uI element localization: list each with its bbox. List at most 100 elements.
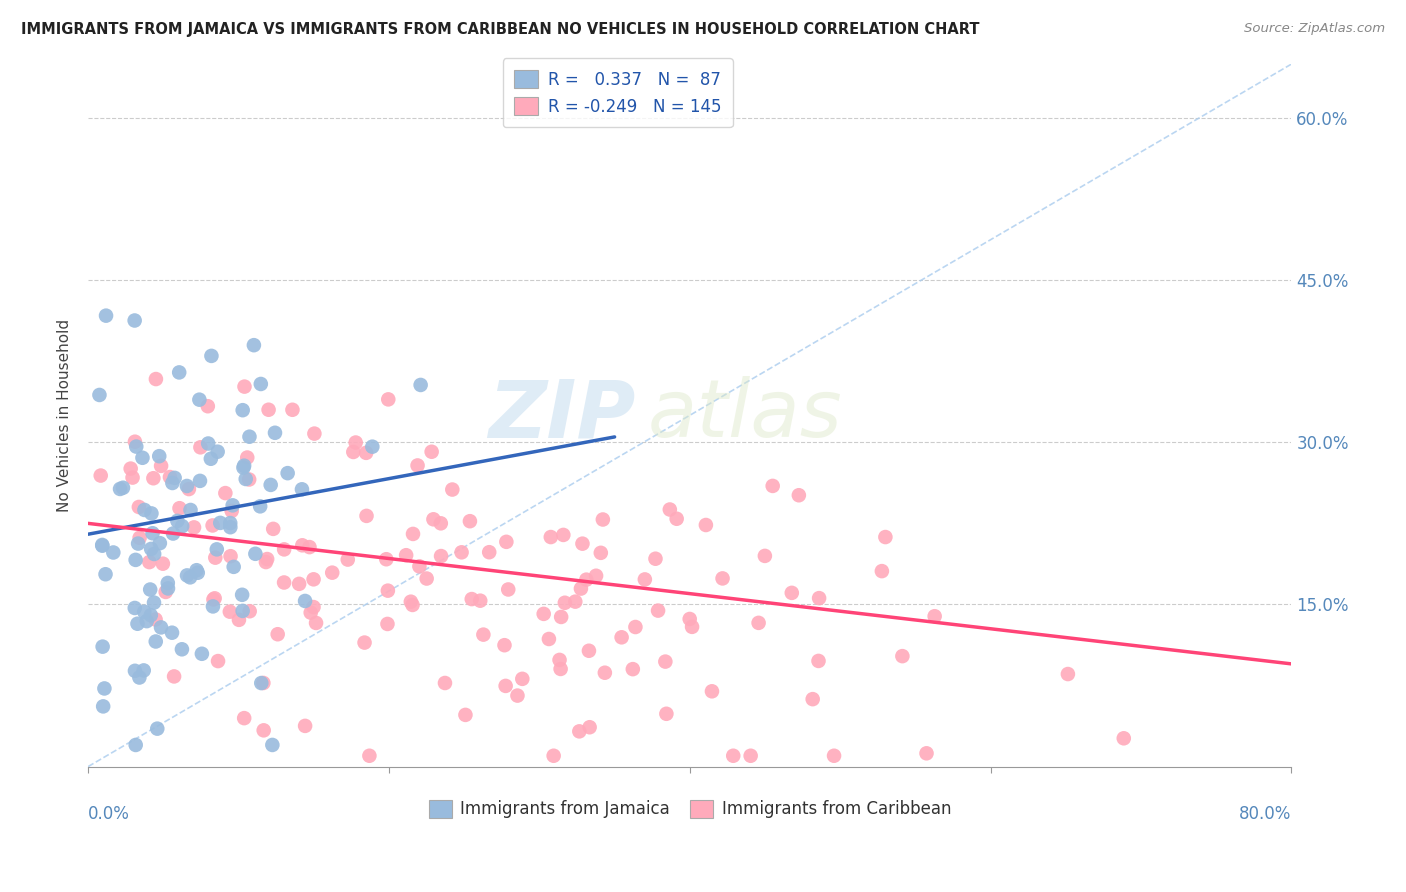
Point bbox=[134, 605, 156, 619]
Point bbox=[273, 575, 295, 590]
Text: 80.0%: 80.0% bbox=[1239, 805, 1292, 823]
Point bbox=[548, 653, 571, 667]
Point bbox=[304, 426, 326, 441]
Point bbox=[162, 475, 184, 490]
Point bbox=[239, 604, 262, 618]
Point bbox=[723, 748, 745, 763]
Point bbox=[495, 534, 517, 549]
Point bbox=[142, 526, 165, 541]
Point bbox=[124, 434, 146, 449]
Point bbox=[218, 605, 240, 619]
Point bbox=[537, 632, 560, 646]
Point bbox=[177, 482, 200, 496]
Point bbox=[204, 550, 226, 565]
Point bbox=[152, 557, 174, 571]
Point bbox=[621, 662, 644, 676]
Point bbox=[128, 671, 150, 685]
Point bbox=[399, 595, 422, 609]
Point bbox=[148, 449, 170, 463]
Point bbox=[267, 627, 290, 641]
Point bbox=[245, 547, 267, 561]
Point bbox=[221, 504, 243, 518]
Point bbox=[302, 572, 325, 586]
Point bbox=[870, 564, 893, 578]
Point bbox=[748, 615, 770, 630]
Point bbox=[134, 503, 156, 517]
Point bbox=[593, 665, 616, 680]
Point bbox=[533, 607, 555, 621]
Point bbox=[125, 738, 148, 752]
Point bbox=[120, 461, 142, 475]
Point bbox=[180, 503, 202, 517]
Point bbox=[354, 446, 377, 460]
Point bbox=[510, 672, 533, 686]
Point bbox=[187, 566, 209, 580]
Point bbox=[190, 440, 212, 454]
Point bbox=[575, 573, 598, 587]
Point bbox=[294, 594, 316, 608]
Point bbox=[356, 508, 378, 523]
Point bbox=[197, 399, 219, 413]
Point bbox=[375, 552, 398, 566]
Point bbox=[787, 488, 810, 502]
Point bbox=[159, 470, 181, 484]
Point bbox=[232, 604, 254, 618]
Point bbox=[780, 586, 803, 600]
Point bbox=[235, 472, 257, 486]
Point bbox=[321, 566, 343, 580]
Point bbox=[550, 610, 572, 624]
Point bbox=[179, 570, 201, 584]
Point bbox=[430, 516, 453, 531]
Y-axis label: No Vehicles in Household: No Vehicles in Household bbox=[58, 318, 72, 512]
Point bbox=[232, 460, 254, 475]
Point bbox=[233, 711, 256, 725]
Point bbox=[273, 542, 295, 557]
Point bbox=[430, 549, 453, 563]
Point bbox=[564, 594, 586, 608]
Point bbox=[543, 748, 565, 763]
Point bbox=[401, 598, 423, 612]
Point bbox=[409, 378, 432, 392]
Point bbox=[377, 616, 399, 631]
Point bbox=[167, 366, 190, 380]
Point bbox=[458, 514, 481, 528]
Point bbox=[478, 545, 501, 559]
Point bbox=[243, 338, 266, 352]
Point bbox=[288, 577, 311, 591]
Point bbox=[422, 512, 444, 526]
Point bbox=[209, 516, 232, 530]
Point bbox=[91, 539, 114, 553]
Point bbox=[91, 538, 114, 552]
Point bbox=[176, 568, 198, 582]
Point bbox=[1057, 667, 1080, 681]
Point bbox=[145, 372, 167, 386]
Point bbox=[496, 582, 519, 597]
Point bbox=[578, 720, 600, 734]
Point bbox=[377, 583, 399, 598]
Point bbox=[634, 573, 657, 587]
Point bbox=[169, 501, 191, 516]
Point bbox=[207, 654, 229, 668]
Point bbox=[249, 500, 271, 514]
Point bbox=[277, 466, 299, 480]
Point bbox=[188, 392, 211, 407]
Point bbox=[801, 692, 824, 706]
Point bbox=[342, 445, 364, 459]
Point bbox=[665, 512, 688, 526]
Point bbox=[302, 600, 325, 615]
Point bbox=[695, 518, 717, 533]
Point bbox=[891, 649, 914, 664]
Point bbox=[201, 599, 224, 614]
Point bbox=[578, 644, 600, 658]
Point bbox=[127, 616, 149, 631]
Point bbox=[420, 444, 443, 458]
Point bbox=[163, 471, 186, 485]
Point bbox=[589, 546, 612, 560]
Point bbox=[585, 568, 607, 582]
Point bbox=[128, 500, 150, 514]
Point bbox=[553, 528, 575, 542]
Point bbox=[233, 458, 256, 473]
Point bbox=[554, 596, 576, 610]
Point bbox=[1112, 731, 1135, 746]
Point bbox=[700, 684, 723, 698]
